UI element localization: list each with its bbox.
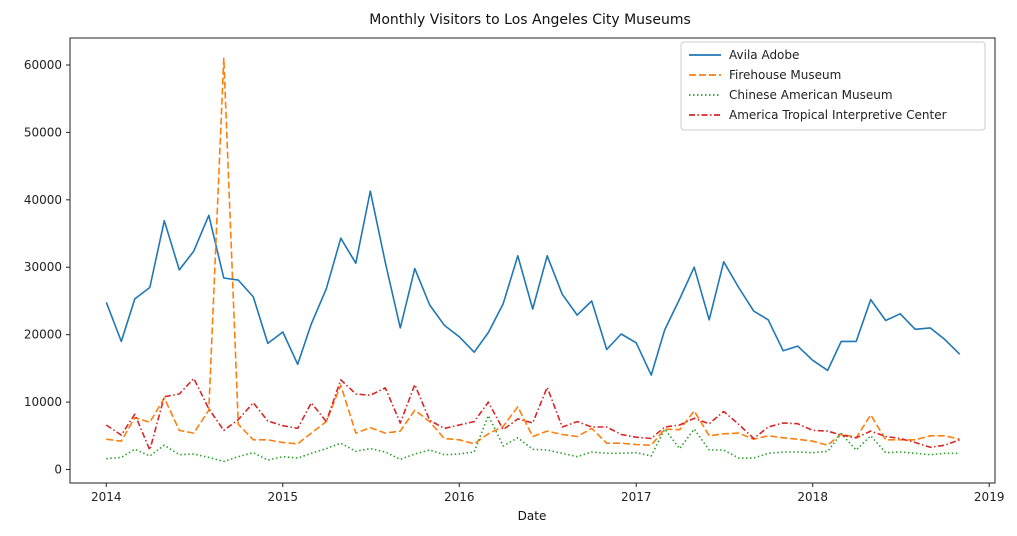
x-tick-label: 2015 bbox=[267, 490, 298, 504]
series-line-2 bbox=[106, 414, 960, 463]
x-tick-label: 2018 bbox=[797, 490, 828, 504]
y-tick-label: 30000 bbox=[24, 260, 62, 274]
y-tick-label: 60000 bbox=[24, 58, 62, 72]
legend-label-3: America Tropical Interpretive Center bbox=[729, 108, 947, 122]
series-line-0 bbox=[105, 190, 961, 376]
x-axis: 2014 2015 2016 2017 2018 2019 bbox=[91, 483, 1004, 504]
chart-title: Monthly Visitors to Los Angeles City Mus… bbox=[369, 12, 691, 28]
plot-area bbox=[105, 57, 961, 463]
legend-label-0: Avila Adobe bbox=[729, 48, 799, 62]
legend-label-1: Firehouse Museum bbox=[729, 68, 841, 82]
x-tick-label: 2017 bbox=[621, 490, 652, 504]
y-tick-label: 0 bbox=[54, 463, 62, 477]
legend: Avila Adobe Firehouse Museum Chinese Ameri… bbox=[680, 41, 986, 131]
x-tick-label: 2019 bbox=[974, 490, 1005, 504]
x-tick-label: 2016 bbox=[444, 490, 475, 504]
y-tick-label: 50000 bbox=[24, 125, 62, 139]
x-axis-label: Date bbox=[518, 509, 547, 523]
plot-frame bbox=[69, 37, 996, 484]
x-tick-label: 2014 bbox=[91, 490, 122, 504]
y-tick-label: 40000 bbox=[24, 193, 62, 207]
legend-box bbox=[680, 41, 986, 131]
series-line-3 bbox=[105, 377, 960, 451]
series-line-1 bbox=[106, 57, 960, 447]
legend-label-2: Chinese American Museum bbox=[729, 88, 893, 102]
y-axis: 0 10000 20000 30000 40000 50000 60000 bbox=[24, 58, 70, 477]
y-tick-label: 10000 bbox=[24, 395, 62, 409]
y-tick-label: 20000 bbox=[24, 328, 62, 342]
